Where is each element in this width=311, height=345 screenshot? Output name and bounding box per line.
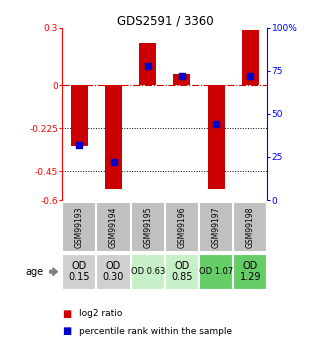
Text: OD
0.15: OD 0.15	[68, 261, 90, 283]
Title: GDS2591 / 3360: GDS2591 / 3360	[117, 14, 213, 28]
Point	[214, 121, 219, 127]
Bar	[242, 30, 259, 85]
Text: OD
0.85: OD 0.85	[171, 261, 193, 283]
Text: OD
0.30: OD 0.30	[103, 261, 124, 283]
Text: GSM99197: GSM99197	[212, 206, 220, 248]
Text: ■: ■	[62, 309, 72, 319]
Text: ■: ■	[62, 326, 72, 336]
Bar	[62, 254, 96, 290]
Point	[179, 73, 184, 79]
Text: OD 1.07: OD 1.07	[199, 267, 233, 276]
Point	[248, 73, 253, 79]
Text: OD
1.29: OD 1.29	[239, 261, 261, 283]
Bar	[139, 43, 156, 85]
Bar	[71, 85, 88, 146]
Text: percentile rank within the sample: percentile rank within the sample	[79, 327, 232, 336]
Text: age: age	[25, 267, 43, 277]
Text: GSM99194: GSM99194	[109, 206, 118, 248]
Text: OD 0.63: OD 0.63	[131, 267, 165, 276]
Bar	[233, 254, 267, 290]
Text: GSM99193: GSM99193	[75, 206, 84, 248]
Bar	[96, 254, 131, 290]
Point	[145, 63, 150, 68]
Bar	[105, 85, 122, 189]
Text: GSM99198: GSM99198	[246, 206, 255, 247]
Bar	[131, 254, 165, 290]
Bar	[207, 85, 225, 189]
Bar	[199, 254, 233, 290]
Bar	[165, 254, 199, 290]
Text: log2 ratio: log2 ratio	[79, 309, 123, 318]
Text: GSM99195: GSM99195	[143, 206, 152, 248]
Point	[77, 142, 82, 148]
Bar	[174, 73, 190, 85]
Point	[111, 159, 116, 165]
Text: GSM99196: GSM99196	[178, 206, 186, 248]
